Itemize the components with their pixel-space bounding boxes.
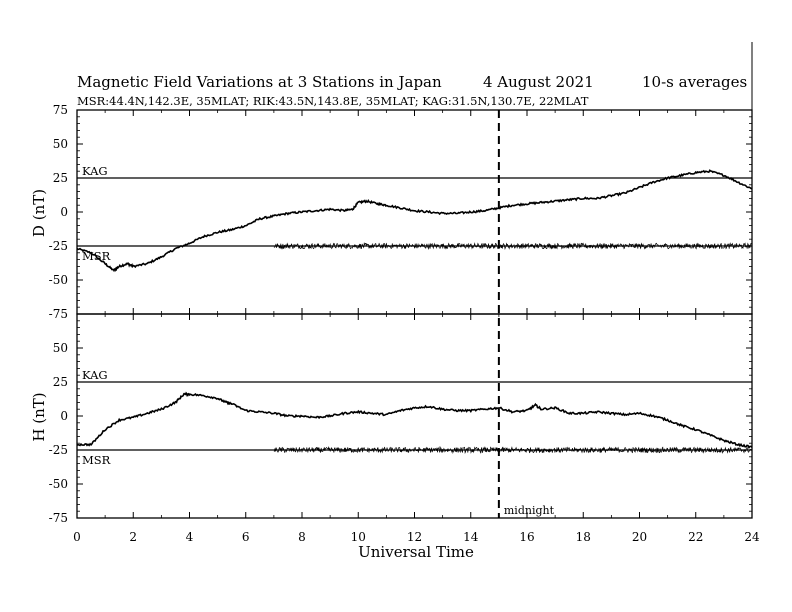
panel-h: 50 25 0 -25 -50 -75 KAG MSR H (nT)	[30, 313, 753, 525]
x-tick-label: 8	[298, 530, 306, 544]
y-tick-label: 50	[53, 137, 68, 151]
chart-title: Magnetic Field Variations at 3 Stations …	[77, 73, 442, 91]
x-tick-label: 14	[463, 530, 479, 544]
y-tick-label: -75	[49, 307, 68, 321]
y-tick-label: -25	[49, 239, 68, 253]
y-tick-label: -50	[49, 273, 68, 287]
x-tick-label: 2	[129, 530, 137, 544]
y-tick-label: 25	[53, 375, 68, 389]
panel-d-series	[76, 169, 753, 273]
midnight-label: midnight	[504, 504, 555, 517]
x-tick-label: 4	[186, 530, 194, 544]
baseline-label-msr: MSR	[82, 453, 111, 467]
series-h-noisy-line	[273, 445, 753, 454]
x-axis: 0 2 4 6 8 10 12 14 16 18 20 22 24	[73, 110, 760, 544]
y-tick-label: -25	[49, 443, 68, 457]
y-tick-label: 0	[60, 409, 68, 423]
x-tick-label: 22	[688, 530, 703, 544]
y-tick-label: -50	[49, 477, 68, 491]
x-tick-label: 6	[242, 530, 250, 544]
y-tick-label: 0	[60, 205, 68, 219]
midnight-marker: midnight	[497, 110, 555, 518]
panel-h-series	[76, 391, 753, 454]
x-tick-label: 24	[744, 530, 760, 544]
panel-h-ylabel: H (nT)	[30, 392, 48, 441]
baseline-label-kag: KAG	[82, 164, 108, 178]
x-tick-label: 12	[407, 530, 422, 544]
baseline-label-kag: KAG	[82, 368, 108, 382]
x-tick-label: 16	[519, 530, 534, 544]
y-tick-label: -75	[49, 511, 68, 525]
x-tick-label: 18	[576, 530, 591, 544]
chart-averaging: 10-s averages	[642, 73, 747, 91]
x-axis-label: Universal Time	[358, 543, 474, 561]
x-tick-label: 0	[73, 530, 81, 544]
y-tick-label: 25	[53, 171, 68, 185]
y-tick-label: 50	[53, 341, 68, 355]
y-tick-label: 75	[53, 103, 68, 117]
chart-date: 4 August 2021	[483, 73, 594, 91]
x-tick-label: 20	[632, 530, 647, 544]
panel-d-ylabel: D (nT)	[30, 189, 48, 237]
x-tick-label: 10	[351, 530, 366, 544]
series-d-noisy-line	[273, 241, 753, 251]
series-h-smooth-line	[76, 391, 753, 450]
series-d-smooth-line	[76, 169, 753, 273]
chart-subtitle: MSR:44.4N,142.3E, 35MLAT; RIK:43.5N,143.…	[77, 94, 589, 108]
